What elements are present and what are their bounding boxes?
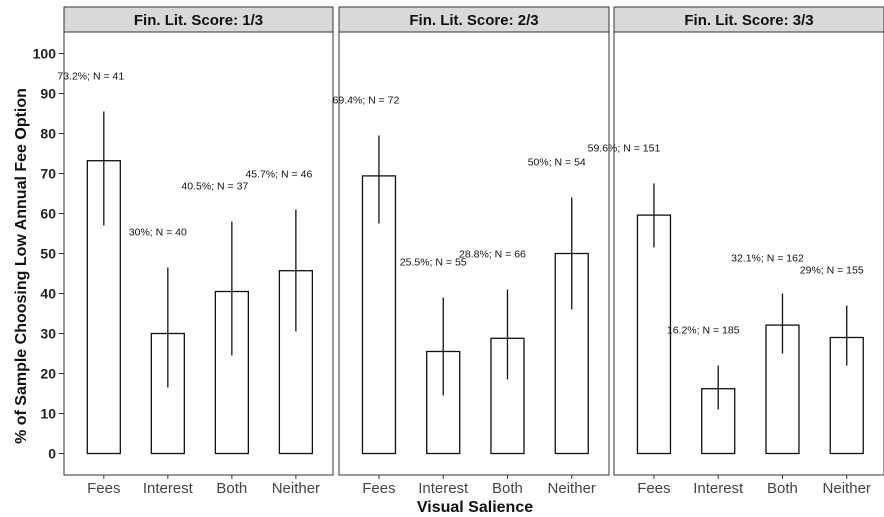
x-tick-label: Neither bbox=[272, 480, 320, 497]
x-tick-label: Interest bbox=[143, 480, 194, 497]
facet-title: Fin. Lit. Score: 3/3 bbox=[684, 12, 813, 29]
facet-panel: Fin. Lit. Score: 3/3 59.6%; N = 151 Fees 16… bbox=[588, 6, 884, 497]
x-axis-title: Visual Salience bbox=[417, 499, 533, 516]
facet-strip bbox=[63, 6, 334, 33]
y-tick-label: 80 bbox=[40, 126, 56, 142]
x-tick-label: Fees bbox=[637, 480, 670, 497]
y-tick-label: 100 bbox=[33, 46, 57, 62]
data-label: 30%; N = 40 bbox=[129, 227, 187, 239]
x-tick-label: Fees bbox=[87, 480, 120, 497]
y-tick-label: 60 bbox=[40, 206, 56, 222]
y-axis-title: % of Sample Choosing Low Annual Fee Opti… bbox=[13, 88, 30, 444]
x-tick-label: Interest bbox=[693, 480, 744, 497]
data-label: 69.4%; N = 72 bbox=[333, 95, 400, 107]
facet-panel: Fin. Lit. Score: 1/3 73.2%; N = 41 Fees 30%… bbox=[57, 6, 334, 497]
facet-title: Fin. Lit. Score: 2/3 bbox=[409, 12, 538, 29]
data-label: 45.7%; N = 46 bbox=[245, 169, 312, 181]
y-tick-label: 10 bbox=[40, 406, 56, 422]
x-tick-label: Both bbox=[767, 480, 798, 497]
data-label: 32.1%; N = 162 bbox=[731, 253, 804, 265]
y-tick-label: 90 bbox=[40, 86, 56, 102]
y-tick-label: 30 bbox=[40, 326, 56, 342]
x-tick-label: Both bbox=[216, 480, 247, 497]
facet-panels: Fin. Lit. Score: 1/3 73.2%; N = 41 Fees 30%… bbox=[57, 6, 884, 497]
y-axis: 0 10 20 30 40 50 60 70 80 90 100 bbox=[33, 46, 64, 462]
facet-title: Fin. Lit. Score: 1/3 bbox=[134, 12, 263, 29]
x-tick-label: Both bbox=[492, 480, 523, 497]
x-tick-label: Neither bbox=[548, 480, 596, 497]
data-label: 16.2%; N = 185 bbox=[667, 325, 740, 337]
facet-strip bbox=[613, 6, 884, 33]
facet-panel: Fin. Lit. Score: 2/3 69.4%; N = 72 Fees 25.… bbox=[333, 6, 610, 497]
y-tick-label: 0 bbox=[48, 446, 56, 462]
data-label: 40.5%; N = 37 bbox=[181, 181, 248, 193]
data-label: 50%; N = 54 bbox=[528, 157, 586, 169]
bar bbox=[636, 214, 672, 455]
facet-strip bbox=[338, 6, 610, 33]
x-tick-label: Neither bbox=[823, 480, 871, 497]
y-tick-label: 40 bbox=[40, 286, 56, 302]
y-tick-label: 70 bbox=[40, 166, 56, 182]
data-label: 25.5%; N = 55 bbox=[400, 257, 467, 269]
data-label: 28.8%; N = 66 bbox=[459, 249, 526, 261]
data-label: 59.6%; N = 151 bbox=[588, 143, 661, 155]
data-label: 29%; N = 155 bbox=[800, 265, 864, 277]
x-tick-label: Fees bbox=[362, 480, 395, 497]
data-label: 73.2%; N = 41 bbox=[57, 71, 124, 83]
y-tick-label: 20 bbox=[40, 366, 56, 382]
y-tick-label: 50 bbox=[40, 246, 56, 262]
x-tick-label: Interest bbox=[418, 480, 469, 497]
